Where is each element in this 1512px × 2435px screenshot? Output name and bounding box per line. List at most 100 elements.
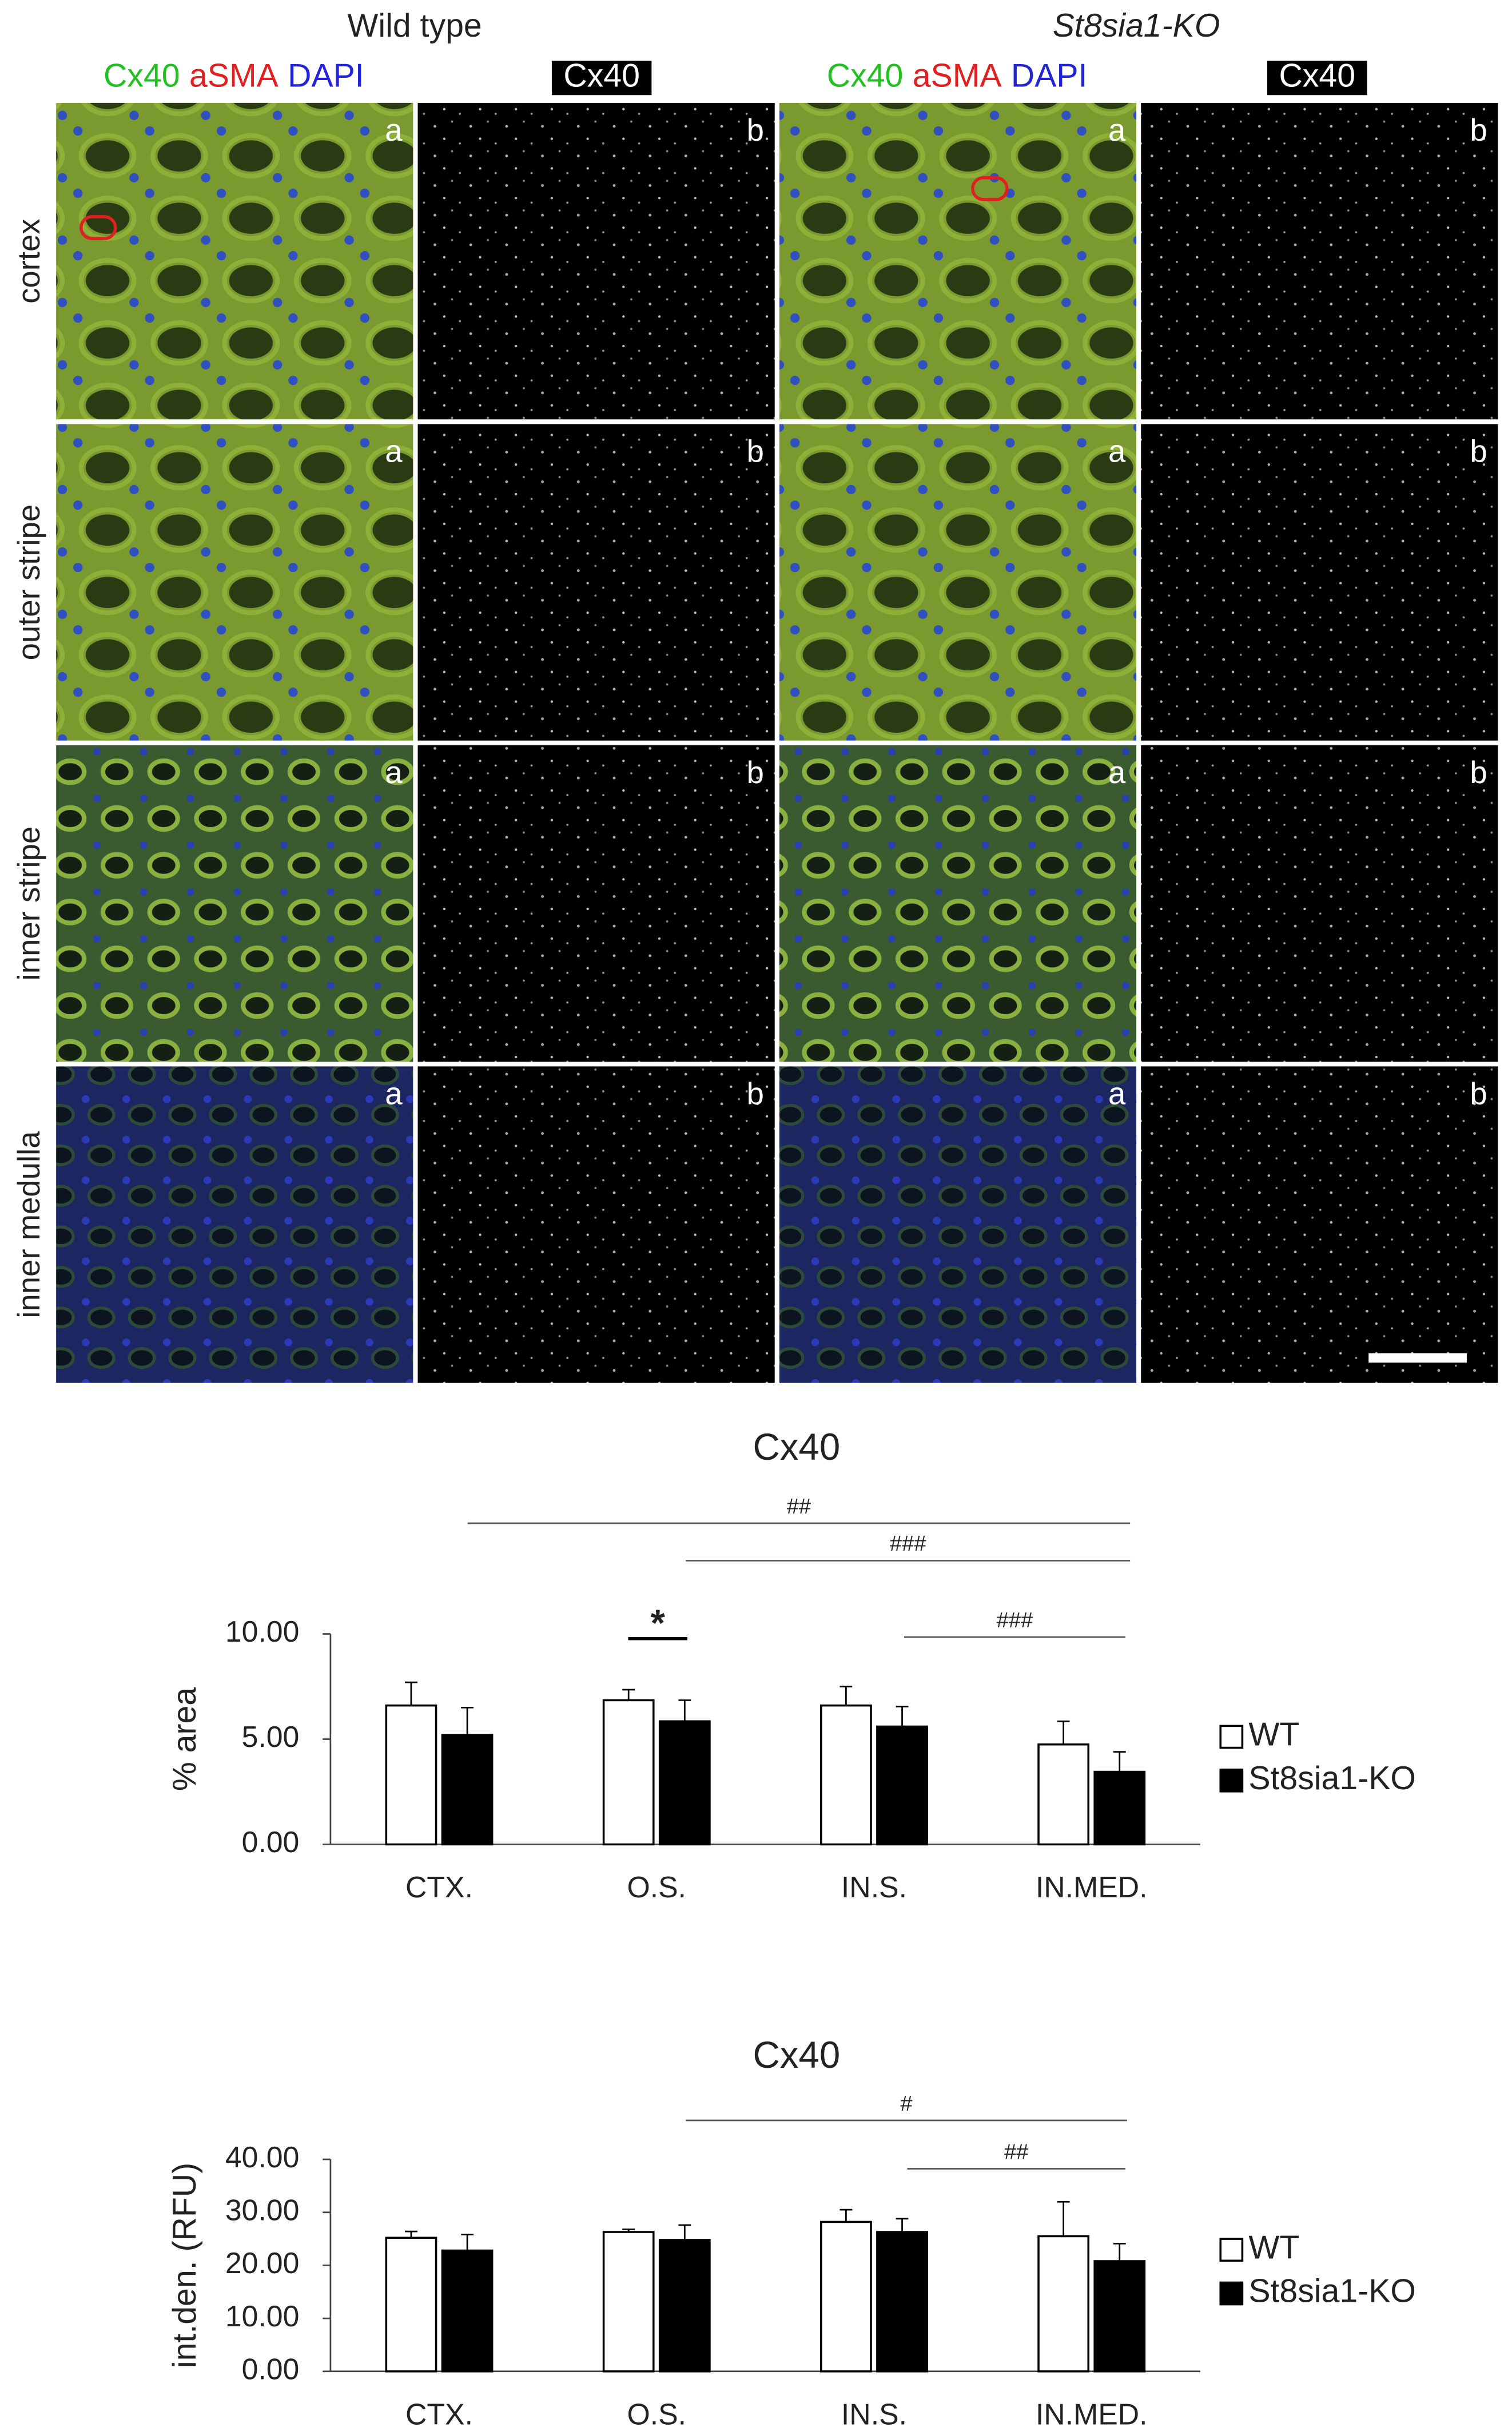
aSMA-vessel	[971, 176, 1009, 201]
significance-label: ###	[890, 1531, 926, 1556]
error-bar	[839, 1686, 853, 1706]
stain-name: aSMA	[189, 57, 279, 94]
y-tick-label: 0.00	[242, 2352, 300, 2385]
error-bar	[405, 1681, 417, 1706]
panel-letter: a	[1108, 113, 1126, 148]
channel-label: Cx40	[1279, 57, 1355, 94]
bar	[441, 2249, 494, 2373]
x-tick-label: IN.S.	[841, 2398, 907, 2431]
stain-name: Cx40	[104, 57, 180, 94]
x-tick-label: O.S.	[627, 2398, 686, 2431]
panel-letter: a	[385, 755, 403, 790]
y-tick-label: 5.00	[242, 1720, 300, 1753]
y-tick-label: 40.00	[225, 2140, 300, 2174]
channel-box	[1267, 61, 1367, 96]
micrograph	[56, 745, 413, 1062]
panel-letter: b	[747, 1077, 764, 1111]
panel-letter: b	[1470, 113, 1487, 148]
error-bar	[839, 2208, 853, 2222]
x-tick-label: IN.S.	[841, 1870, 907, 1904]
stain-label: Cx40 aSMA DAPI	[827, 57, 1088, 94]
panel-letter: a	[1108, 434, 1126, 469]
bar	[658, 1720, 711, 1846]
channel-box	[551, 61, 652, 96]
panel-letter: b	[1470, 1077, 1487, 1111]
legend-swatch	[1219, 1768, 1244, 1793]
y-axis-label: % area	[166, 1687, 203, 1791]
y-axis-label: int.den. (RFU)	[166, 2163, 203, 2368]
error-bar	[405, 2230, 417, 2238]
micrograph	[417, 1066, 775, 1383]
x-tick-label: IN.MED.	[1036, 2398, 1148, 2431]
x-tick-label: CTX.	[405, 2398, 473, 2431]
bar	[876, 1725, 928, 1846]
bar	[602, 2231, 655, 2373]
micrograph	[779, 1066, 1137, 1383]
panel-letter: b	[747, 755, 764, 790]
micrograph	[1141, 424, 1498, 741]
significance-label: #	[900, 2091, 913, 2116]
error-bar	[461, 2234, 474, 2251]
group-label: St8sia1-KO	[1053, 7, 1220, 44]
micrograph	[56, 1066, 413, 1383]
error-bar	[1057, 1720, 1070, 1745]
error-bar	[678, 2224, 691, 2240]
bar	[658, 2239, 711, 2373]
legend-label: St8sia1-KO	[1248, 2273, 1416, 2310]
micrograph	[779, 424, 1137, 741]
legend-label: WT	[1248, 2229, 1299, 2266]
micrograph	[779, 102, 1137, 420]
region-label: cortex	[11, 219, 46, 303]
error-bar	[896, 2218, 909, 2233]
y-tick-label: 20.00	[225, 2246, 300, 2279]
y-tick-label: 10.00	[225, 2299, 300, 2333]
legend-swatch	[1219, 2281, 1244, 2306]
bar	[602, 1699, 655, 1846]
panel-letter: a	[1108, 755, 1126, 790]
bar	[385, 2237, 437, 2373]
charts: Cx40 % area 0.00 5.00 10.00 CTX. O.S. IN.S. IN.M…	[166, 1426, 1416, 2430]
legend-label: WT	[1248, 1717, 1299, 1753]
panel-letter: b	[747, 113, 764, 148]
legend-label: St8sia1-KO	[1248, 1760, 1416, 1797]
chart-title: Cx40	[753, 2034, 841, 2076]
micrograph	[56, 102, 413, 420]
scale-bar	[1368, 1353, 1467, 1363]
region-label: outer stripe	[11, 505, 46, 661]
micrograph	[56, 424, 413, 741]
error-bar	[896, 1706, 909, 1727]
stain-name: aSMA	[913, 57, 1002, 94]
x-tick-label: CTX.	[405, 1870, 473, 1904]
bar	[1037, 2235, 1090, 2373]
bar	[385, 1704, 437, 1846]
micrograph	[779, 745, 1137, 1062]
significance-label: ##	[1004, 2139, 1029, 2164]
stain-name: Cx40	[827, 57, 904, 94]
error-bar	[1113, 2243, 1126, 2262]
x-tick-label: IN.MED.	[1036, 1870, 1148, 1904]
micrographs: a b a b cortex a b a b outer stripe a b a b inner stri…	[11, 57, 1498, 1383]
panel-letter: b	[747, 434, 764, 469]
panel-letter: b	[1470, 434, 1487, 469]
micrograph	[417, 102, 775, 420]
error-bar	[678, 1699, 691, 1722]
micrograph	[1141, 745, 1498, 1062]
significance-label: *	[651, 1602, 666, 1644]
micrograph	[417, 745, 775, 1062]
x-tick-label: O.S.	[627, 1870, 686, 1904]
error-bar	[1113, 1751, 1126, 1772]
bar	[1037, 1743, 1090, 1846]
bar	[820, 1704, 872, 1846]
region-label: inner medulla	[11, 1131, 46, 1318]
aSMA-vessel	[79, 215, 117, 240]
significance-label: ###	[997, 1608, 1033, 1632]
panel-letter: a	[385, 113, 403, 148]
micrograph	[1141, 1066, 1498, 1383]
micrograph	[417, 424, 775, 741]
error-bar	[622, 2229, 635, 2233]
error-bar	[1057, 2200, 1070, 2237]
bar	[1093, 2260, 1146, 2373]
bar	[876, 2231, 928, 2373]
panel-letter: a	[385, 434, 403, 469]
